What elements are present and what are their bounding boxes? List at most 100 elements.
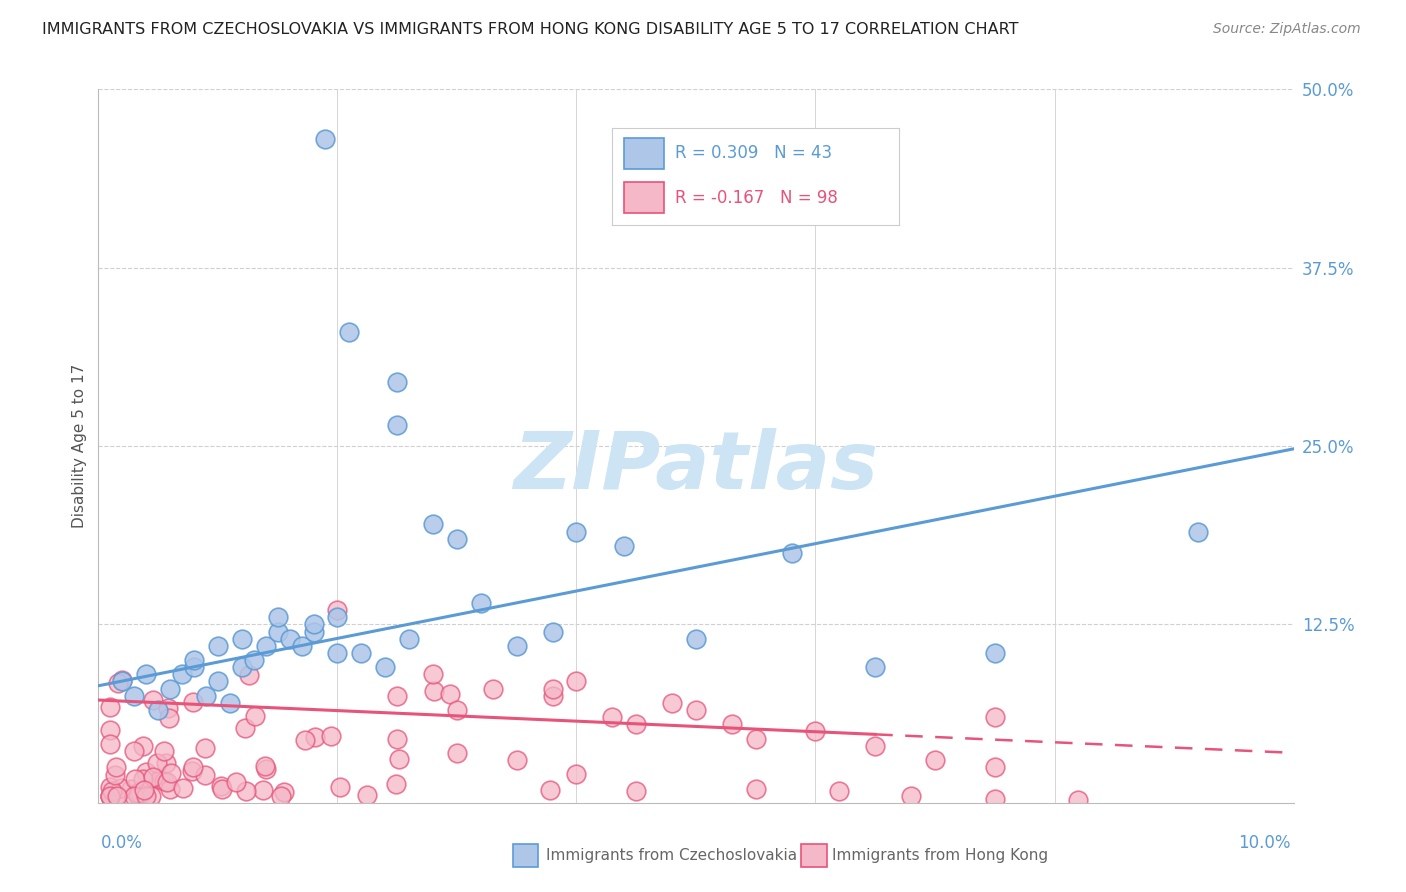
Point <box>219 696 242 710</box>
Point <box>865 739 887 753</box>
Point <box>194 741 217 756</box>
Point <box>243 653 266 667</box>
Point <box>172 780 194 795</box>
Point <box>104 768 127 782</box>
Point <box>385 417 409 432</box>
Point <box>157 701 180 715</box>
Point <box>180 764 202 778</box>
Point <box>326 603 349 617</box>
Point <box>291 639 314 653</box>
Point <box>350 646 373 660</box>
Point <box>900 789 922 803</box>
Text: IMMIGRANTS FROM CZECHOSLOVAKIA VS IMMIGRANTS FROM HONG KONG DISABILITY AGE 5 TO : IMMIGRANTS FROM CZECHOSLOVAKIA VS IMMIGR… <box>42 22 1019 37</box>
Point <box>745 731 768 746</box>
Point <box>231 632 253 646</box>
Point <box>685 703 707 717</box>
Point <box>865 660 887 674</box>
Point <box>446 703 468 717</box>
Point <box>157 711 180 725</box>
Point <box>626 717 648 731</box>
Point <box>339 325 361 339</box>
Point <box>423 684 446 698</box>
Text: 10.0%: 10.0% <box>1239 834 1291 852</box>
Point <box>302 617 325 632</box>
Point <box>181 695 204 709</box>
Point <box>804 724 827 739</box>
Point <box>238 668 260 682</box>
Point <box>110 673 132 687</box>
Point <box>685 632 707 646</box>
Point <box>780 546 803 560</box>
Point <box>984 760 1007 774</box>
Point <box>98 699 122 714</box>
Point <box>565 524 588 539</box>
Point <box>181 760 204 774</box>
Point <box>326 610 349 624</box>
Point <box>273 785 295 799</box>
Point <box>135 789 157 803</box>
Point <box>98 780 122 794</box>
Point <box>385 689 409 703</box>
Point <box>211 782 233 797</box>
Point <box>105 789 128 803</box>
Point <box>122 789 145 803</box>
Point <box>243 709 266 723</box>
Point <box>254 639 277 653</box>
Point <box>127 789 149 803</box>
Point <box>148 703 170 717</box>
Point <box>541 681 564 696</box>
Point <box>1187 524 1209 539</box>
Point <box>385 375 409 389</box>
Point <box>315 132 337 146</box>
Point <box>385 731 409 746</box>
Point <box>661 696 683 710</box>
Point <box>385 777 408 791</box>
Point <box>153 773 176 788</box>
Point <box>321 729 343 743</box>
Text: Immigrants from Hong Kong: Immigrants from Hong Kong <box>832 848 1049 863</box>
Point <box>602 710 624 724</box>
Point <box>195 689 218 703</box>
Point <box>1067 793 1090 807</box>
Text: 0.0%: 0.0% <box>101 834 143 852</box>
Point <box>626 783 648 797</box>
Point <box>107 676 129 690</box>
Point <box>984 710 1007 724</box>
Point <box>155 756 177 771</box>
Point <box>398 632 420 646</box>
Point <box>139 789 162 803</box>
Point <box>267 624 290 639</box>
Point <box>252 783 274 797</box>
Point <box>129 789 152 803</box>
Point <box>159 766 181 780</box>
Point <box>470 596 492 610</box>
Point <box>541 624 564 639</box>
Point <box>388 752 411 766</box>
Point <box>446 532 468 546</box>
Point <box>745 781 768 796</box>
Point <box>125 785 148 799</box>
Point <box>207 674 229 689</box>
Point <box>541 689 564 703</box>
Point <box>482 681 505 696</box>
Point <box>183 653 205 667</box>
Point <box>253 759 276 773</box>
Point <box>132 772 155 786</box>
Point <box>98 737 122 751</box>
Point <box>98 723 122 738</box>
Point <box>565 674 588 689</box>
Point <box>446 746 468 760</box>
Point <box>159 781 181 796</box>
Point <box>356 789 378 803</box>
Point <box>122 744 145 758</box>
Text: ZIPatlas: ZIPatlas <box>513 428 879 507</box>
Point <box>278 632 301 646</box>
Point <box>148 772 170 787</box>
Point <box>302 624 325 639</box>
Point <box>422 517 444 532</box>
Point <box>128 786 150 800</box>
Point <box>984 791 1007 805</box>
Point <box>142 770 165 784</box>
Text: Immigrants from Czechoslovakia: Immigrants from Czechoslovakia <box>546 848 797 863</box>
Point <box>104 760 127 774</box>
